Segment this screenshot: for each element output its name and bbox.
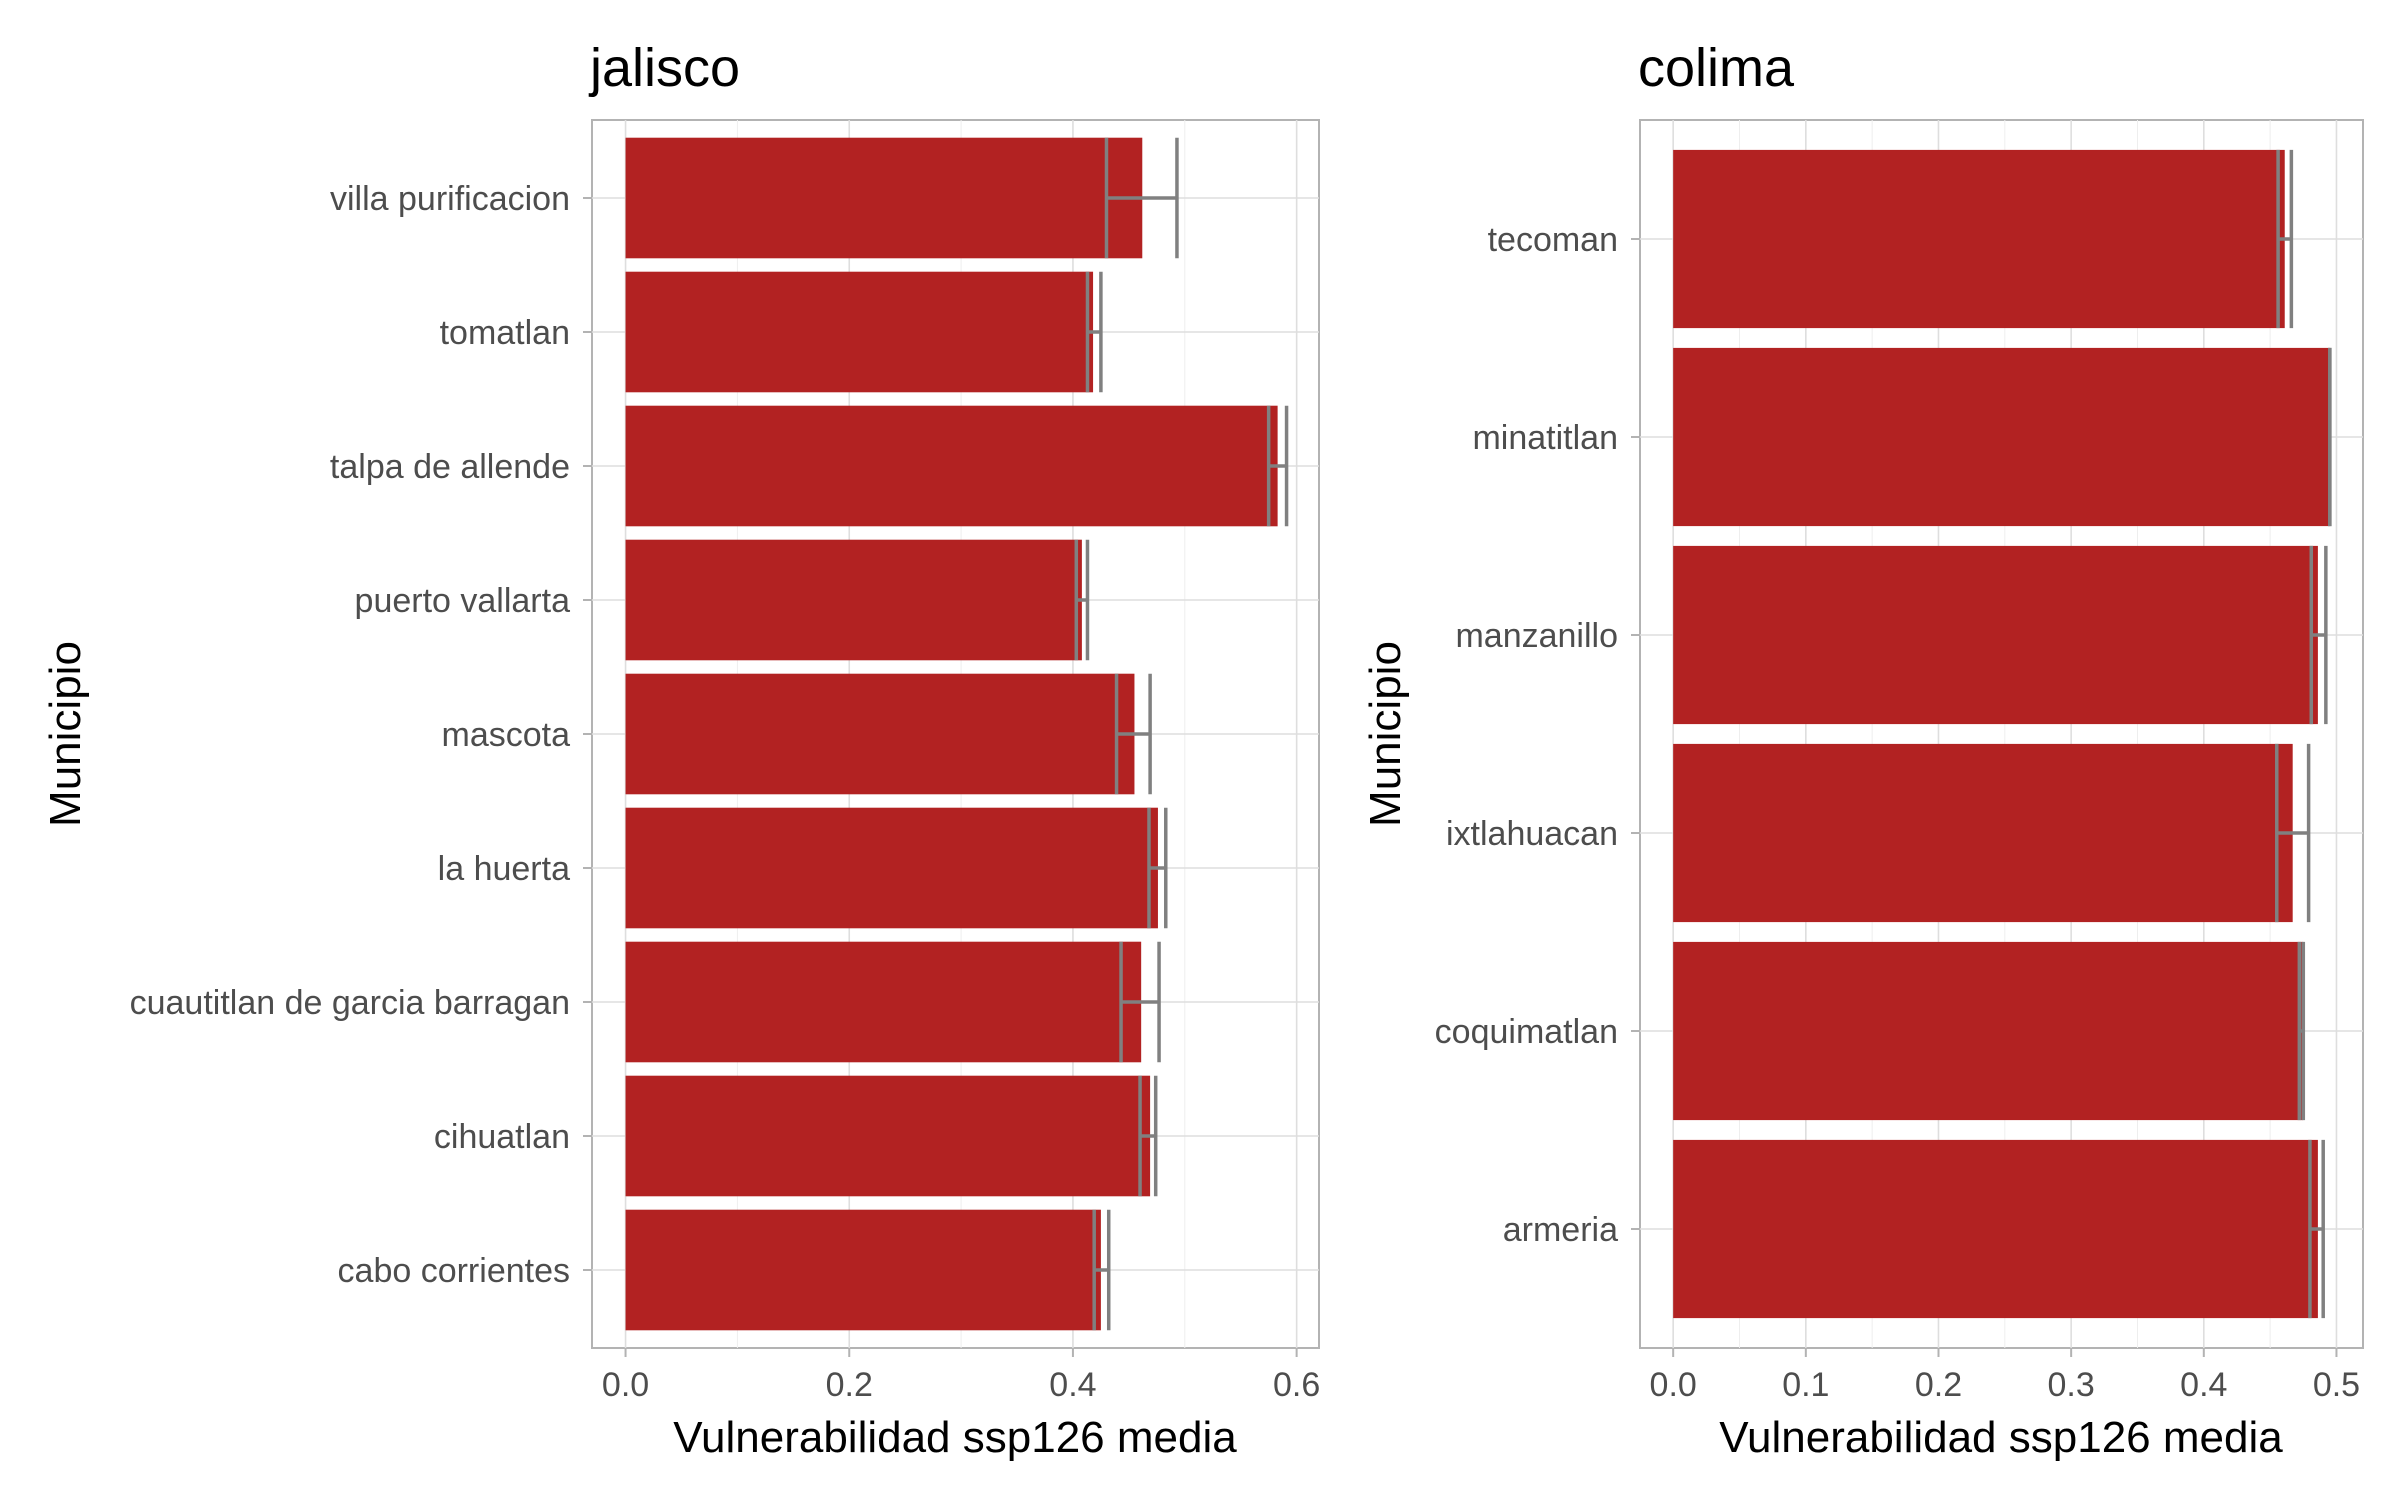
bar-minatitlan [1673,347,2330,527]
panel-colima-bars [1673,149,2330,1319]
bar-cihuatlan [625,1075,1151,1197]
bar-cuautitlan-de-garcia-barragan [625,941,1142,1063]
bar-manzanillo [1673,545,2318,725]
panel-colima-x-axis-title: Vulnerabilidad ssp126 media [1719,1413,2283,1462]
y-tick-label-la-huerta: la huerta [438,850,570,888]
error-bar-villa-purificacion [1104,137,1179,259]
bar-la-huerta [625,807,1158,929]
panel-jalisco-y-ticks: villa purificacion tomatlan talpa de allen… [130,180,592,1290]
panel-jalisco: villa purificacion tomatlan talpa de allen… [41,38,1320,1462]
error-bar-coquimatlan [2297,941,2306,1121]
panel-colima-title: colima [1638,38,1795,98]
panel-jalisco-title: jalisco [588,38,740,98]
y-tick-label-armeria: armeria [1503,1211,1618,1249]
x-tick-label: 0.2 [826,1366,873,1404]
x-tick-label: 0.4 [1049,1366,1096,1404]
y-tick-label-cihuatlan: cihuatlan [434,1118,570,1156]
panel-jalisco-error-bars [1074,137,1289,1331]
bar-armeria [1673,1139,2318,1319]
panel-jalisco-x-axis-title: Vulnerabilidad ssp126 media [673,1413,1237,1462]
error-bar-ixtlahuacan [2275,743,2311,923]
x-tick-label: 0.2 [1915,1366,1962,1404]
x-tick-label: 0.6 [1273,1366,1320,1404]
x-tick-label: 0.3 [2048,1366,2095,1404]
error-bar-puerto-vallarta [1074,539,1090,661]
error-bar-tecoman [2276,149,2294,329]
panel-colima-error-bars [2275,149,2332,1319]
bar-coquimatlan [1673,941,2304,1121]
error-bar-cuautitlan-de-garcia-barragan [1119,941,1161,1063]
x-tick-label: 0.4 [2180,1366,2227,1404]
y-tick-label-puerto-vallarta: puerto vallarta [355,582,571,620]
y-tick-label-cuautitlan-de-garcia-barragan: cuautitlan de garcia barragan [130,984,570,1022]
panel-colima: tecoman minatitlan manzanillo ixtlahuacan co… [1361,38,2364,1462]
y-tick-label-coquimatlan: coquimatlan [1435,1013,1618,1051]
y-tick-label-manzanillo: manzanillo [1455,617,1618,655]
x-tick-label: 0.5 [2313,1366,2360,1404]
bar-talpa-de-allende [625,405,1278,527]
y-tick-label-tomatlan: tomatlan [440,314,570,352]
y-tick-label-ixtlahuacan: ixtlahuacan [1446,815,1618,853]
error-bar-cihuatlan [1138,1075,1158,1197]
y-tick-label-cabo-corrientes: cabo corrientes [338,1252,570,1290]
y-tick-label-minatitlan: minatitlan [1472,419,1618,457]
panel-jalisco-x-ticks: 0.0 0.2 0.4 0.6 [602,1348,1320,1404]
y-tick-label-talpa-de-allende: talpa de allende [330,448,570,486]
y-tick-label-villa-purificacion: villa purificacion [330,180,570,218]
error-bar-tomatlan [1085,271,1103,393]
bar-tecoman [1673,149,2285,329]
error-bar-la-huerta [1147,807,1168,929]
bar-mascota [625,673,1135,795]
bar-cabo-corrientes [625,1209,1101,1331]
bar-puerto-vallarta [625,539,1082,661]
x-tick-label: 0.0 [1650,1366,1697,1404]
bar-tomatlan [625,271,1094,393]
error-bar-manzanillo [2309,545,2328,725]
x-tick-label: 0.1 [1782,1366,1829,1404]
error-bar-armeria [2308,1139,2325,1319]
error-bar-mascota [1114,673,1152,795]
error-bar-cabo-corrientes [1092,1209,1111,1331]
panel-colima-y-axis-title: Municipio [1361,641,1410,827]
y-tick-label-mascota: mascota [442,716,571,754]
x-tick-label: 0.0 [602,1366,649,1404]
panel-colima-x-ticks: 0.0 0.1 0.2 0.3 0.4 0.5 [1650,1348,2360,1404]
bar-ixtlahuacan [1673,743,2293,923]
panel-jalisco-y-axis-title: Municipio [41,641,90,827]
y-tick-label-tecoman: tecoman [1488,221,1618,259]
bar-villa-purificacion [625,137,1143,259]
panel-jalisco-bars [625,137,1278,1331]
error-bar-talpa-de-allende [1266,405,1289,527]
panel-colima-y-ticks: tecoman minatitlan manzanillo ixtlahuacan co… [1435,221,1640,1249]
panel-colima-border [1639,119,2364,1349]
